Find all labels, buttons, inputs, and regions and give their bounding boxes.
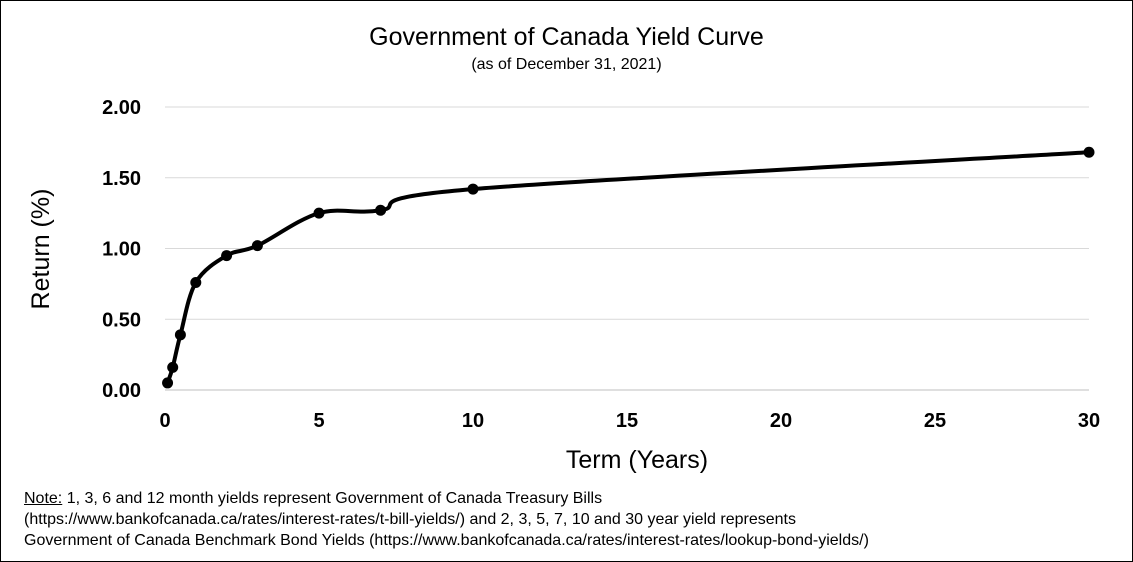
data-point	[175, 329, 186, 340]
data-point	[167, 362, 178, 373]
data-point	[162, 377, 173, 388]
x-tick-label: 5	[313, 410, 324, 432]
footnote-line-2: (https://www.bankofcanada.ca/rates/inter…	[24, 509, 869, 530]
y-tick-label: 0.50	[102, 309, 141, 331]
data-point	[190, 277, 201, 288]
yield-curve-chart: 0.00 0.50 1.00 1.50 2.00 0 5 10 15 20 25 30 Term (…	[0, 0, 1133, 480]
y-tick-label: 2.00	[102, 97, 141, 119]
x-tick-label: 10	[462, 410, 484, 432]
data-point	[252, 240, 263, 251]
x-axis-title: Term (Years)	[566, 446, 708, 474]
y-tick-label: 1.50	[102, 168, 141, 190]
data-point	[221, 250, 232, 261]
y-axis-title: Return (%)	[27, 189, 55, 310]
y-tick-label: 1.00	[102, 239, 141, 261]
note-label: Note:	[24, 490, 62, 507]
y-tick-label: 0.00	[102, 380, 141, 402]
x-tick-label: 20	[770, 410, 792, 432]
y-axis-ticks: 0.00 0.50 1.00 1.50 2.00	[102, 97, 141, 402]
footnote-line-1: Note: 1, 3, 6 and 12 month yields repres…	[24, 488, 869, 509]
footnote: Note: 1, 3, 6 and 12 month yields repres…	[24, 488, 869, 551]
data-point	[314, 208, 325, 219]
x-tick-label: 15	[616, 410, 638, 432]
data-point	[468, 184, 479, 195]
yield-curve-line	[168, 152, 1089, 383]
data-points	[162, 147, 1094, 389]
data-point	[1084, 147, 1095, 158]
x-tick-label: 25	[924, 410, 946, 432]
data-point	[375, 205, 386, 216]
gridlines	[165, 107, 1089, 390]
note-text-1: 1, 3, 6 and 12 month yields represent Go…	[62, 490, 602, 507]
x-tick-label: 0	[159, 410, 170, 432]
x-tick-label: 30	[1078, 410, 1100, 432]
x-axis-ticks: 0 5 10 15 20 25 30	[159, 410, 1100, 432]
footnote-line-3: Government of Canada Benchmark Bond Yiel…	[24, 530, 869, 551]
